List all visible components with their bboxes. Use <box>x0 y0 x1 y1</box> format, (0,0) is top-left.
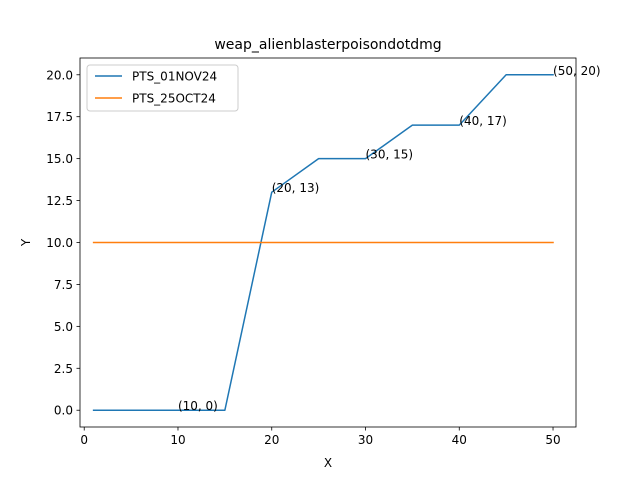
legend-label: PTS_25OCT24 <box>132 92 216 106</box>
y-tick-label: 12.5 <box>46 194 73 208</box>
y-tick-label: 2.5 <box>54 362 73 376</box>
data-label: (50, 20) <box>553 64 601 78</box>
data-label: (40, 17) <box>459 114 507 128</box>
x-axis-label: X <box>324 456 332 470</box>
x-tick-label: 40 <box>452 433 467 447</box>
legend: PTS_01NOV24 PTS_25OCT24 <box>86 64 239 112</box>
data-label: (30, 15) <box>366 148 414 162</box>
legend-box <box>86 64 239 112</box>
y-tick-label: 17.5 <box>46 110 73 124</box>
x-tick-label: 30 <box>358 433 373 447</box>
series-line-1 <box>92 74 554 411</box>
x-tick-label: 20 <box>264 433 279 447</box>
data-label: (10, 0) <box>178 399 218 413</box>
y-tick-label: 0.0 <box>54 404 73 418</box>
y-axis-label: Y <box>19 238 33 247</box>
x-tick-label: 50 <box>545 433 560 447</box>
y-tick-label: 5.0 <box>54 320 73 334</box>
y-tick-label: 7.5 <box>54 278 73 292</box>
x-axis: 0 10 20 30 40 50 <box>80 427 561 447</box>
chart-title: weap_alienblasterpoisondotdmg <box>214 37 441 53</box>
x-tick-label: 0 <box>80 433 88 447</box>
legend-label: PTS_01NOV24 <box>132 70 217 84</box>
annotations: (10, 0) (20, 13) (30, 15) (40, 17) (50, 20) <box>178 64 601 413</box>
data-label: (20, 13) <box>272 181 320 195</box>
y-tick-label: 10.0 <box>46 236 73 250</box>
y-tick-label: 15.0 <box>46 152 73 166</box>
x-tick-label: 10 <box>170 433 185 447</box>
y-tick-label: 20.0 <box>46 68 73 82</box>
plot-area <box>92 74 554 411</box>
y-axis: 0.0 2.5 5.0 7.5 10.0 12.5 15.0 17.5 20.0 <box>46 68 80 418</box>
